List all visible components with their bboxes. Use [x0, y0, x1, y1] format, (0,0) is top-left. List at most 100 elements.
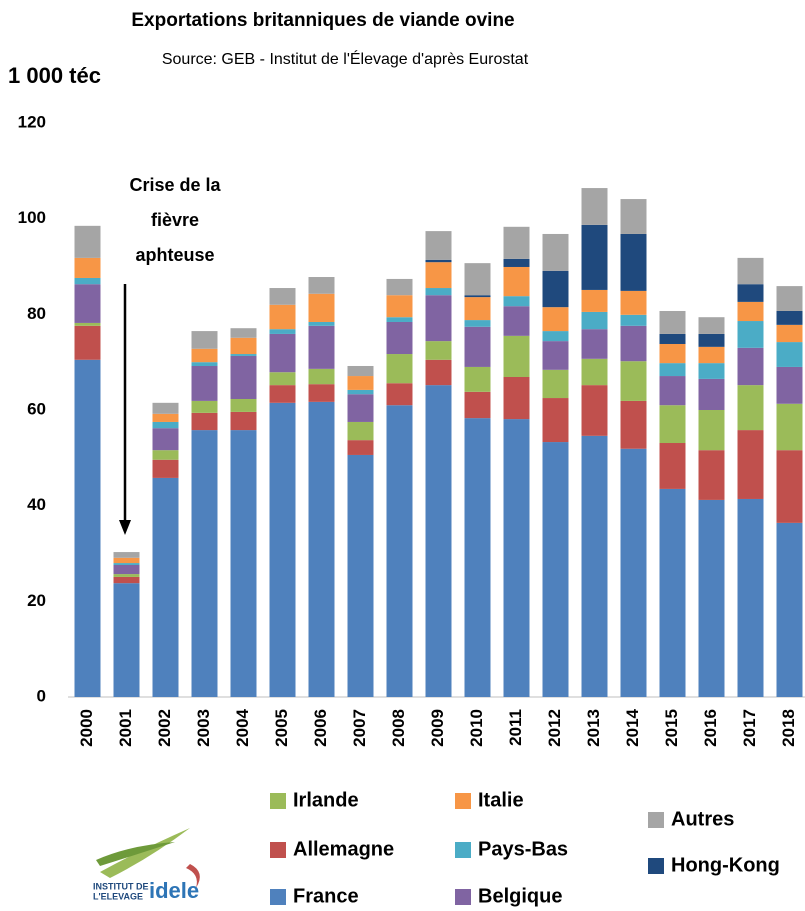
bar-segment — [230, 355, 257, 399]
bar-segment — [425, 259, 452, 263]
bar-segment — [113, 576, 140, 584]
legend-swatch — [648, 812, 664, 828]
bar-segment — [503, 266, 530, 297]
bar-segment — [737, 430, 764, 499]
bar-segment — [152, 421, 179, 429]
bar-segment — [698, 346, 725, 364]
bar-segment — [776, 522, 803, 697]
x-tick-label: 2007 — [350, 709, 369, 747]
bar-segment — [74, 322, 101, 326]
logo-leaf — [100, 828, 190, 878]
bar-segment — [659, 363, 686, 377]
bar-segment — [113, 564, 140, 575]
bar-segment — [620, 233, 647, 291]
bar-segment — [152, 428, 179, 451]
bar-segment — [581, 188, 608, 225]
y-tick-label: 20 — [27, 591, 46, 610]
bar-segment — [113, 583, 140, 697]
bar-segment — [620, 199, 647, 234]
logo-mark — [186, 864, 200, 888]
bar-segment — [191, 331, 218, 349]
bar-segment — [347, 376, 374, 390]
bar-segment — [581, 358, 608, 386]
bar-segment — [425, 288, 452, 296]
bar-segment — [620, 361, 647, 401]
bar-segment — [659, 333, 686, 344]
bar-segment — [113, 574, 140, 577]
bar-segment — [347, 389, 374, 395]
bar-segment — [269, 329, 296, 334]
bar-segment — [308, 321, 335, 326]
chart-title: Exportations britanniques de viande ovin… — [131, 10, 514, 31]
bar-segment — [269, 402, 296, 697]
y-tick-label: 0 — [37, 686, 46, 705]
bar-segment — [698, 317, 725, 334]
bar-segment — [269, 333, 296, 373]
x-tick-label: 2000 — [77, 709, 96, 747]
bar-segment — [698, 410, 725, 451]
bar-segment — [542, 369, 569, 399]
x-tick-label: 2016 — [701, 709, 720, 747]
bar-segment — [152, 477, 179, 697]
y-tick-label: 40 — [27, 495, 46, 514]
bar-segment — [581, 311, 608, 330]
bar-segment — [542, 331, 569, 342]
x-tick-label: 2010 — [467, 709, 486, 747]
y-tick-label: 100 — [18, 208, 46, 227]
bar-segment — [542, 341, 569, 370]
legend-label: Belgique — [478, 885, 562, 907]
legend-swatch — [455, 793, 471, 809]
x-tick-label: 2013 — [584, 709, 603, 747]
bar-segment — [347, 440, 374, 455]
bar-segment — [347, 394, 374, 422]
legend-label: Pays-Bas — [478, 838, 568, 860]
annotation: Crise de la — [129, 175, 221, 195]
bar-segment — [347, 454, 374, 697]
bar-segment — [464, 297, 491, 321]
bar-segment — [191, 412, 218, 431]
legend-swatch — [648, 858, 664, 874]
bar-segment — [425, 359, 452, 386]
annotation: fièvre — [151, 210, 199, 230]
y-tick-label: 120 — [18, 112, 46, 131]
bar-segment — [425, 262, 452, 289]
bar-segment — [698, 378, 725, 410]
legend-label: Allemagne — [293, 838, 394, 860]
bar-segment — [776, 342, 803, 367]
bar-segment — [542, 398, 569, 443]
bar-segment — [659, 443, 686, 489]
bar-segment — [737, 385, 764, 431]
bar-segment — [542, 307, 569, 332]
bar-segment — [464, 295, 491, 298]
bar-segment — [776, 310, 803, 325]
bar-segment — [74, 277, 101, 285]
logo: INSTITUT DE L'ELEVAGE idele — [93, 828, 200, 903]
bar-segment — [230, 328, 257, 338]
bar-segment — [776, 450, 803, 523]
bar-segment — [737, 321, 764, 348]
x-tick-label: 2008 — [389, 709, 408, 747]
x-tick-label: 2001 — [116, 709, 135, 747]
bar-segment — [386, 278, 413, 296]
bar-segment — [269, 385, 296, 403]
bar-segment — [503, 376, 530, 420]
bar-segment — [386, 354, 413, 384]
bar-segment — [464, 326, 491, 367]
bar-segment — [386, 405, 413, 697]
bar-segment — [230, 354, 257, 356]
bar-segment — [74, 359, 101, 697]
bar-segment — [74, 325, 101, 360]
bar-segment — [581, 289, 608, 312]
x-tick-label: 2009 — [428, 709, 447, 747]
bar-segment — [152, 450, 179, 460]
legend-label: Irlande — [293, 789, 359, 811]
bar-segment — [659, 488, 686, 697]
bar-segment — [308, 368, 335, 385]
bar-segment — [425, 295, 452, 342]
bar-segment — [308, 401, 335, 697]
bar-segment — [542, 270, 569, 308]
bar-segment — [737, 301, 764, 322]
bar-segment — [581, 435, 608, 697]
bar-segment — [503, 296, 530, 307]
